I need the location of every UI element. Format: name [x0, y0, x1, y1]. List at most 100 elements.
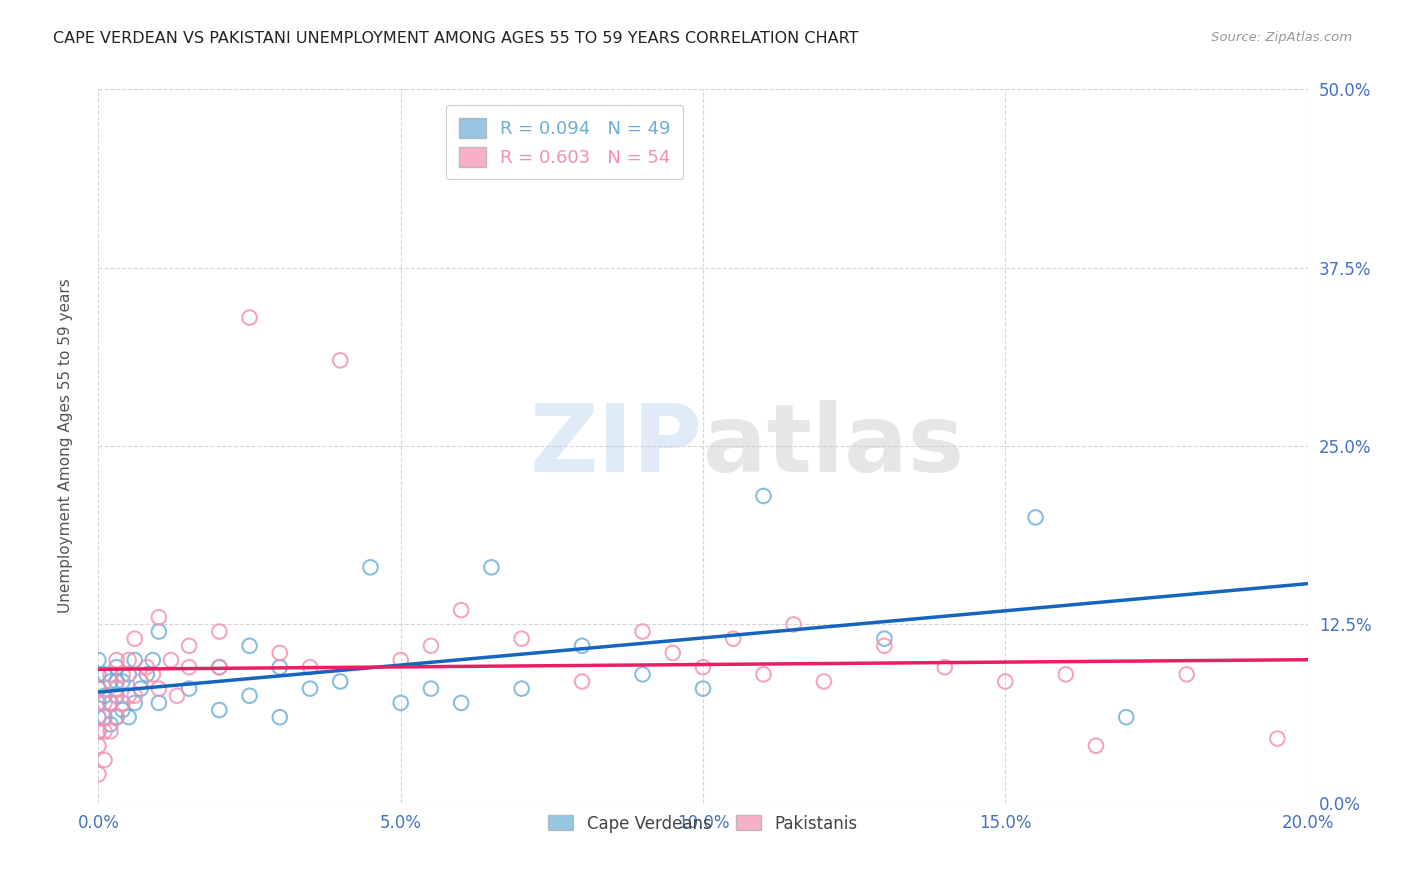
- Point: [752, 667, 775, 681]
- Point: [87, 767, 110, 781]
- Y-axis label: Unemployment Among Ages 55 to 59 years: Unemployment Among Ages 55 to 59 years: [59, 278, 73, 614]
- Point: [269, 710, 291, 724]
- Point: [93, 696, 115, 710]
- Point: [1175, 667, 1198, 681]
- Point: [93, 753, 115, 767]
- Point: [142, 653, 165, 667]
- Point: [692, 681, 714, 696]
- Point: [124, 696, 146, 710]
- Point: [105, 689, 128, 703]
- Point: [105, 681, 128, 696]
- Point: [179, 681, 201, 696]
- Point: [87, 696, 110, 710]
- Point: [239, 689, 262, 703]
- Point: [142, 667, 165, 681]
- Legend: Cape Verdeans, Pakistanis: Cape Verdeans, Pakistanis: [540, 806, 866, 841]
- Point: [100, 724, 122, 739]
- Point: [105, 674, 128, 689]
- Point: [160, 653, 183, 667]
- Point: [873, 632, 896, 646]
- Text: atlas: atlas: [703, 400, 965, 492]
- Point: [148, 624, 170, 639]
- Point: [450, 696, 472, 710]
- Point: [105, 710, 128, 724]
- Point: [813, 674, 835, 689]
- Point: [105, 653, 128, 667]
- Point: [389, 696, 412, 710]
- Point: [93, 710, 115, 724]
- Point: [135, 667, 157, 681]
- Point: [100, 696, 122, 710]
- Point: [994, 674, 1017, 689]
- Point: [631, 667, 654, 681]
- Point: [87, 724, 110, 739]
- Point: [299, 660, 322, 674]
- Point: [631, 624, 654, 639]
- Point: [661, 646, 683, 660]
- Point: [135, 660, 157, 674]
- Point: [118, 710, 141, 724]
- Point: [87, 681, 110, 696]
- Point: [269, 660, 291, 674]
- Point: [1024, 510, 1046, 524]
- Point: [118, 689, 141, 703]
- Text: CAPE VERDEAN VS PAKISTANI UNEMPLOYMENT AMONG AGES 55 TO 59 YEARS CORRELATION CHA: CAPE VERDEAN VS PAKISTANI UNEMPLOYMENT A…: [53, 31, 859, 46]
- Point: [148, 610, 170, 624]
- Point: [118, 667, 141, 681]
- Point: [111, 667, 134, 681]
- Point: [87, 653, 110, 667]
- Point: [129, 674, 152, 689]
- Point: [105, 710, 128, 724]
- Point: [934, 660, 956, 674]
- Point: [239, 639, 262, 653]
- Point: [481, 560, 503, 574]
- Point: [208, 660, 231, 674]
- Point: [179, 639, 201, 653]
- Point: [100, 674, 122, 689]
- Point: [571, 639, 593, 653]
- Point: [93, 689, 115, 703]
- Point: [87, 710, 110, 724]
- Point: [93, 667, 115, 681]
- Point: [100, 696, 122, 710]
- Point: [571, 674, 593, 689]
- Point: [1085, 739, 1108, 753]
- Point: [873, 639, 896, 653]
- Point: [100, 717, 122, 731]
- Point: [118, 653, 141, 667]
- Point: [87, 739, 110, 753]
- Point: [87, 710, 110, 724]
- Point: [239, 310, 262, 325]
- Point: [111, 703, 134, 717]
- Point: [93, 724, 115, 739]
- Point: [129, 681, 152, 696]
- Point: [450, 603, 472, 617]
- Point: [179, 660, 201, 674]
- Point: [124, 689, 146, 703]
- Point: [723, 632, 745, 646]
- Point: [148, 681, 170, 696]
- Point: [269, 646, 291, 660]
- Point: [1054, 667, 1077, 681]
- Point: [389, 653, 412, 667]
- Point: [166, 689, 188, 703]
- Point: [208, 703, 231, 717]
- Point: [420, 681, 443, 696]
- Point: [100, 667, 122, 681]
- Point: [111, 696, 134, 710]
- Point: [299, 681, 322, 696]
- Point: [148, 696, 170, 710]
- Point: [124, 632, 146, 646]
- Point: [510, 681, 533, 696]
- Point: [124, 653, 146, 667]
- Point: [87, 681, 110, 696]
- Text: Source: ZipAtlas.com: Source: ZipAtlas.com: [1212, 31, 1353, 45]
- Point: [105, 660, 128, 674]
- Point: [329, 353, 352, 368]
- Point: [510, 632, 533, 646]
- Point: [111, 674, 134, 689]
- Point: [208, 624, 231, 639]
- Point: [752, 489, 775, 503]
- Point: [783, 617, 806, 632]
- Point: [1115, 710, 1137, 724]
